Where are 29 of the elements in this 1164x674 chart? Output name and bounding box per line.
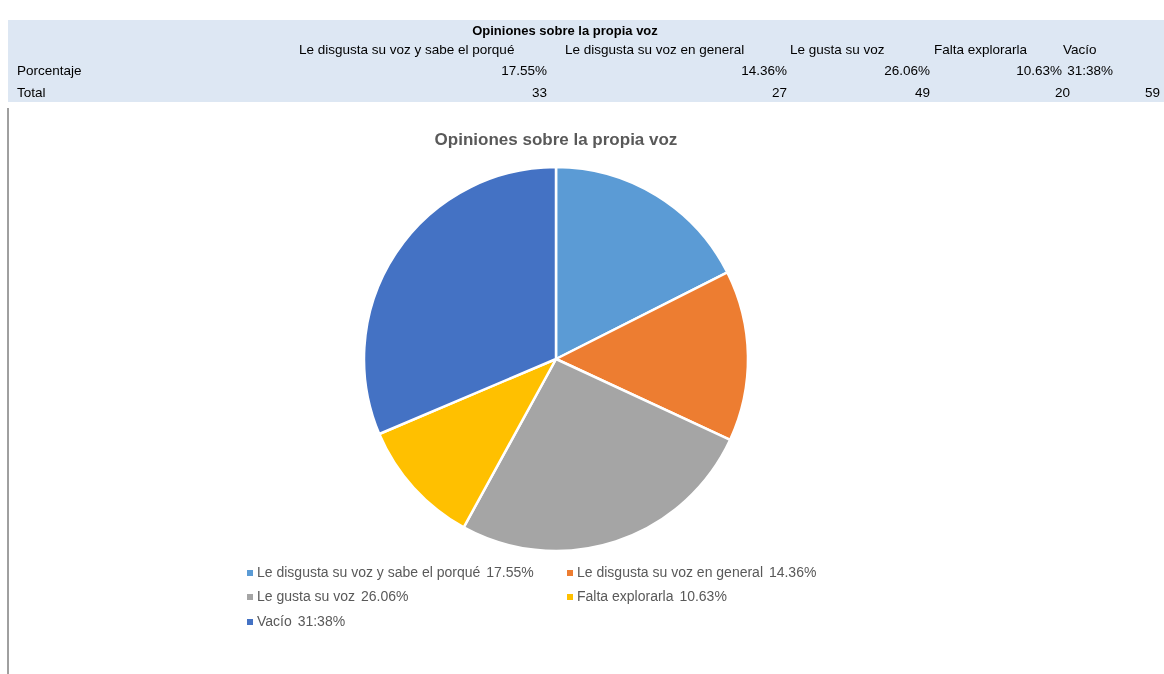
legend-label: Le gusta su voz (257, 588, 356, 604)
text: Vacío (1063, 42, 1097, 57)
text: 49 (914, 85, 930, 100)
text: 14.36% (741, 63, 787, 78)
data-label: 14.36% (768, 564, 817, 580)
text: 59 (1144, 85, 1160, 100)
text: Le disgusta su voz en general (565, 42, 745, 57)
text: 20 (1054, 85, 1070, 100)
legend-label: Falta explorarla (577, 588, 674, 604)
text: 33 (531, 85, 547, 100)
text: 17.55% (501, 63, 547, 78)
data-label: 31:38% (297, 613, 346, 629)
text: Le gusta su voz (790, 42, 885, 57)
text: Falta explorarla (934, 42, 1028, 57)
data-label: 10.63% (679, 588, 727, 604)
text: Le disgusta su voz y sabe el porqué (299, 42, 515, 57)
legend-label: Le disgusta su voz en general (577, 564, 764, 580)
text: 26.06% (884, 63, 930, 78)
chart-subtitle: Opiniones sobre la propia voz (472, 23, 659, 38)
data-label: 17.55% (486, 564, 534, 580)
legend-label: Vacío (257, 613, 292, 629)
text: Total (17, 85, 46, 100)
chart-title: Opiniones sobre la propia voz (434, 130, 678, 149)
text: 27 (771, 85, 787, 100)
legend-label: Le disgusta su voz y sabe el porqué (257, 564, 481, 580)
data-label: 26.06% (360, 588, 409, 604)
text: 10.63% (1016, 63, 1062, 78)
text: 31:38% (1067, 63, 1113, 78)
text: Porcentaje (17, 63, 82, 78)
